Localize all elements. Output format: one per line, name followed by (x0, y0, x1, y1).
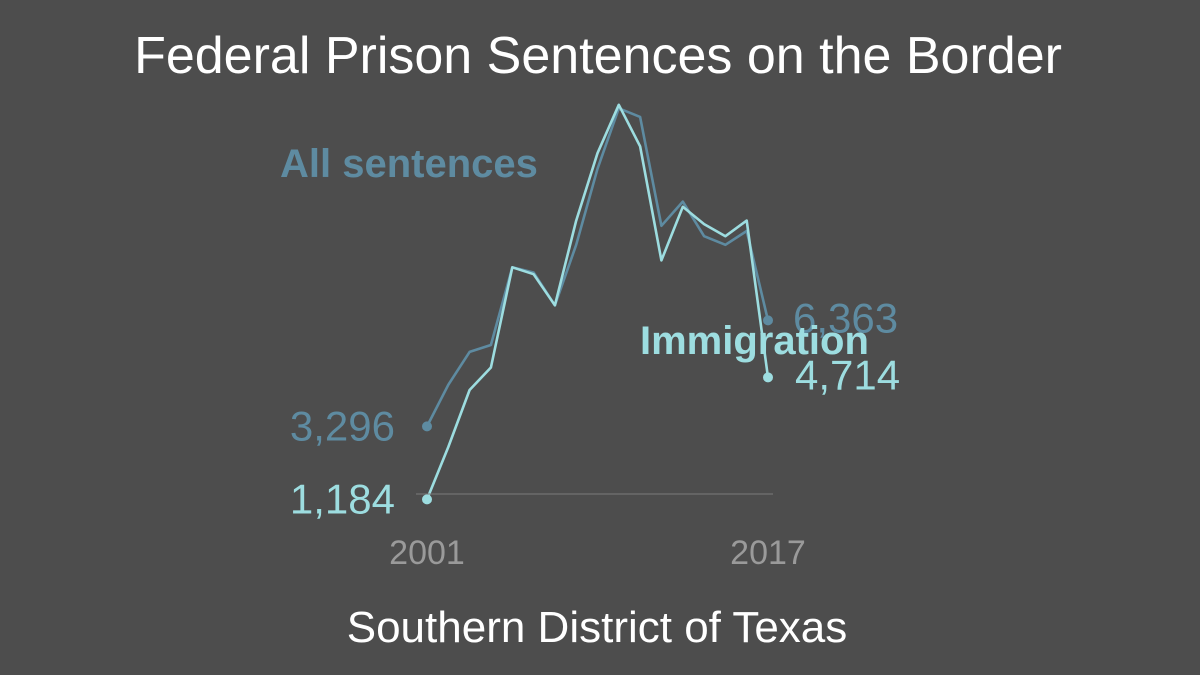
x-tick-label-end: 2017 (730, 534, 806, 572)
data-label-start: 1,184 (290, 475, 395, 522)
series-point-end (763, 372, 773, 383)
plot-area: 3,296 6,363 All sentences 1,184 4,714Immigra… (280, 103, 900, 522)
data-label-start: 3,296 (290, 402, 395, 449)
chart-title: Federal Prison Sentences on the Border (134, 27, 1062, 85)
series-point-start (422, 421, 432, 432)
series-line-immigration (425, 103, 770, 500)
chart-subtitle: Southern District of Texas (347, 603, 848, 652)
data-label-end: 4,714 (795, 351, 900, 398)
x-tick-label-start: 2001 (389, 534, 465, 572)
series-name-label: All sentences (280, 142, 538, 186)
series-name-label: Immigration (640, 319, 869, 363)
series-point-end (763, 315, 773, 326)
data-label-end: 6,363 (793, 294, 898, 341)
series-line-all-sentences (425, 107, 770, 427)
series-point-start (422, 494, 432, 505)
